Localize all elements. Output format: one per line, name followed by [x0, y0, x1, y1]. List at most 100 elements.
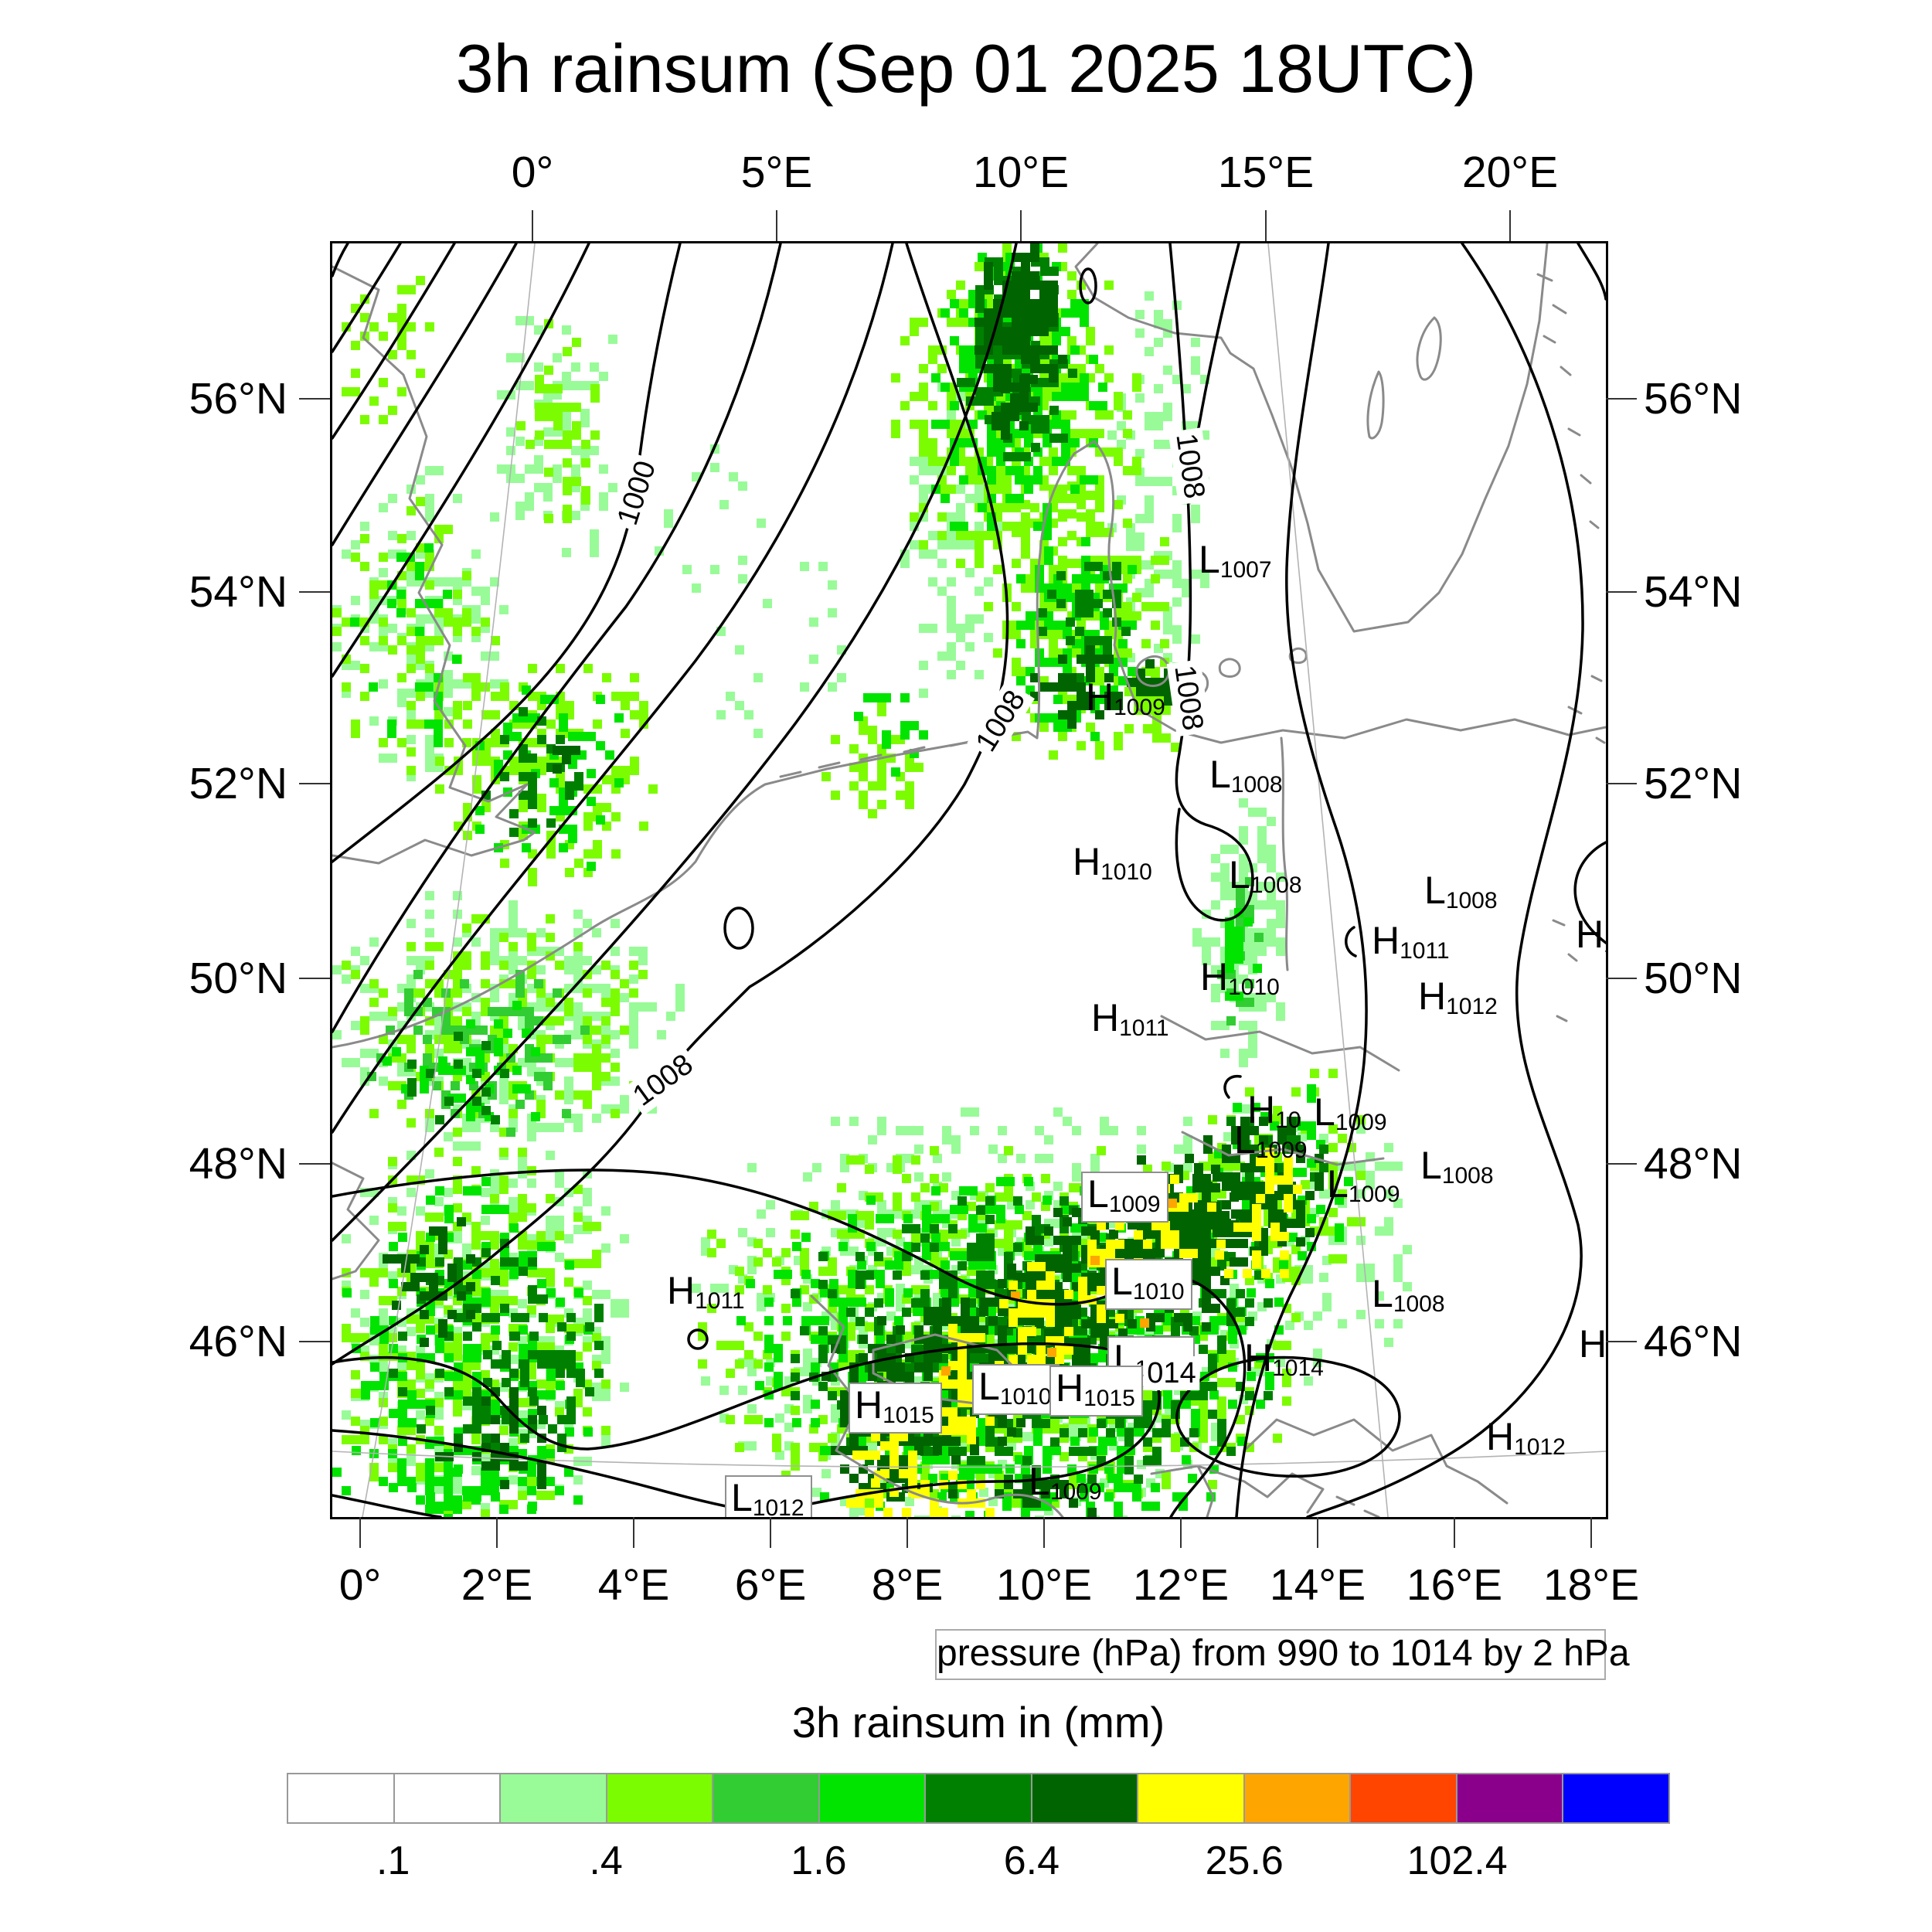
precip-pixel [1107, 430, 1117, 440]
precip-pixel [536, 988, 546, 998]
precip-pixel [481, 1333, 490, 1342]
precip-pixel [1191, 634, 1200, 644]
precip-pixel [1012, 667, 1021, 676]
precip-pixel [1223, 1132, 1233, 1141]
precip-pixel [1228, 1400, 1237, 1409]
precip-pixel [1245, 998, 1254, 1007]
precip-pixel [1233, 1103, 1242, 1112]
precip-pixel [509, 1296, 518, 1305]
precip-pixel [1137, 1126, 1146, 1135]
precip-pixel [342, 1324, 351, 1333]
precip-pixel [453, 970, 462, 979]
precip-pixel [914, 763, 923, 772]
precip-pixel [783, 1316, 792, 1325]
precip-pixel [426, 1353, 435, 1362]
precip-pixel [572, 403, 581, 412]
precip-pixel [1060, 1452, 1069, 1461]
precip-pixel [1095, 741, 1104, 750]
precip-pixel [831, 791, 840, 800]
precip-pixel [1183, 1135, 1192, 1145]
precip-pixel [425, 512, 434, 522]
precip-pixel [1145, 477, 1154, 486]
precip-pixel [877, 1126, 886, 1135]
precip-pixel [1245, 1443, 1254, 1452]
precip-pixel [416, 655, 425, 664]
precip-pixel [919, 429, 928, 438]
precip-pixel [546, 933, 555, 942]
precip-pixel [406, 766, 416, 775]
precip-pixel [987, 475, 996, 485]
precip-pixel [1049, 1492, 1058, 1502]
precip-pixel [491, 1205, 500, 1214]
precip-pixel [432, 1081, 441, 1090]
precip-pixel [509, 919, 518, 928]
precip-pixel [416, 636, 425, 645]
precip-pixel [611, 998, 620, 1007]
precip-pixel [351, 1308, 360, 1318]
precip-pixel [1126, 532, 1135, 542]
precip-pixel [1239, 863, 1248, 872]
precip-pixel [351, 369, 360, 378]
precip-pixel [342, 617, 351, 627]
precip-pixel [738, 1386, 747, 1395]
precip-pixel [406, 664, 416, 673]
precip-pixel [509, 928, 518, 937]
precip-pixel [910, 721, 919, 730]
precip-pixel [803, 1404, 812, 1413]
precip-pixel [1267, 993, 1276, 1002]
precip-pixel [1154, 384, 1163, 393]
precip-pixel [571, 511, 580, 520]
precip-pixel [462, 617, 471, 627]
precip-pixel [342, 1288, 352, 1298]
precip-pixel [1059, 434, 1068, 443]
precip-pixel [472, 1097, 481, 1106]
precip-pixel [360, 1049, 369, 1058]
precip-pixel [398, 1372, 407, 1381]
precip-pixel [397, 738, 406, 747]
precip-pixel [553, 412, 563, 421]
precip-pixel [1135, 514, 1145, 523]
precip-pixel [978, 1418, 987, 1427]
precip-pixel [491, 1115, 500, 1124]
precip-pixel [866, 1196, 876, 1205]
precip-pixel [931, 1455, 940, 1464]
precip-pixel [543, 1072, 553, 1081]
precip-pixel [398, 1233, 407, 1242]
precip-pixel [1172, 375, 1182, 384]
precip-pixel [803, 1395, 812, 1404]
precip-pixel [735, 1267, 744, 1276]
precip-pixel [1234, 927, 1243, 936]
precip-pixel [968, 1260, 978, 1270]
precip-pixel [968, 1307, 978, 1316]
precip-pixel [406, 627, 416, 636]
precip-pixel [525, 1016, 534, 1026]
precip-pixel [546, 1123, 555, 1132]
precip-pixel [522, 843, 531, 852]
precip-pixel [675, 1002, 685, 1012]
precip-pixel [572, 338, 581, 347]
precip-pixel [491, 636, 500, 645]
precip-pixel [601, 1243, 611, 1253]
precip-pixel [555, 1231, 564, 1240]
precip-pixel [1114, 500, 1123, 509]
precip-pixel [397, 341, 406, 350]
precip-pixel [1080, 475, 1089, 485]
precip-pixel [500, 735, 509, 744]
precip-pixel [1160, 556, 1169, 565]
precip-pixel [1172, 634, 1182, 644]
precip-pixel [342, 1058, 351, 1067]
precip-pixel [1291, 1087, 1301, 1097]
precip-pixel [985, 396, 994, 406]
precip-pixel [527, 1486, 536, 1495]
precip-pixel [587, 732, 596, 741]
precip-pixel [527, 1132, 536, 1141]
precip-pixel [564, 1007, 573, 1016]
precip-pixel [396, 553, 406, 562]
precip-pixel [490, 1477, 499, 1486]
precip-pixel [865, 1211, 874, 1220]
precip-pixel [957, 1230, 967, 1239]
precip-pixel [425, 979, 434, 988]
precip-pixel [1049, 434, 1059, 443]
precip-pixel [406, 942, 416, 951]
